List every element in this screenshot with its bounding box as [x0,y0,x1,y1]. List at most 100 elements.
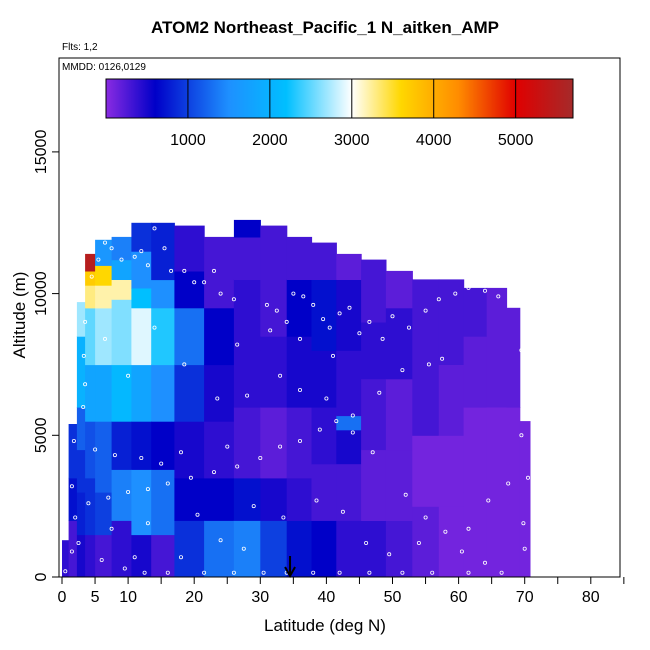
sample-point [106,495,111,500]
sample-point [169,268,174,273]
heatmap-cell [385,449,413,521]
sample-point [63,569,68,574]
sample-point [202,570,207,575]
sample-point [370,450,375,455]
sample-point [297,336,302,341]
heatmap-cell [174,270,205,309]
sample-point [182,362,187,367]
heatmap-cell [438,279,465,365]
heatmap-cell [463,492,488,577]
sample-point [112,453,117,458]
sample-point [152,325,157,330]
sample-point [486,498,491,503]
sample-point [192,280,197,285]
sample-point [126,373,131,378]
heatmap-cell [463,287,488,337]
heatmap-cell [361,520,387,577]
heatmap-cell [204,421,235,479]
sample-point [324,396,329,401]
x-tick-label: 80 [582,589,600,606]
sample-point [311,302,316,307]
sample-point [119,257,124,262]
heatmap-cell [361,259,387,323]
sample-point [400,368,405,373]
heatmap-cell [111,299,132,366]
heatmap-cell [76,492,86,536]
sample-point [81,353,86,358]
x-tick-label: 5 [91,589,100,606]
heatmap-cell [95,421,113,493]
sample-point [466,526,471,531]
sample-point [482,288,487,293]
heatmap-cell [204,307,235,366]
heatmap-cell [233,520,261,577]
heatmap-cell [204,236,235,309]
sample-point [506,481,511,486]
heatmap-cell [131,534,152,577]
chart-title: ATOM2 Northeast_Pacific_1 N_aitken_AMP [151,18,499,37]
colorbar-bar [105,78,574,119]
sample-point [258,455,263,460]
sample-point [178,450,183,455]
sample-point [241,546,246,551]
sample-point [215,396,220,401]
heatmap-cell [151,421,175,470]
heatmap-cell [311,407,337,465]
heatmap-cell [131,222,152,252]
heatmap-cell [412,435,440,507]
sample-point [162,246,167,251]
heatmap-cell [385,307,413,380]
colorbar-tick-label: 2000 [252,132,288,149]
sample-point [281,515,286,520]
heatmap-cell [204,364,235,422]
heatmap-cell [95,307,113,366]
heatmap-cell [361,321,387,380]
heatmap-cell [233,219,261,238]
heatmap-cell [85,534,96,577]
sample-point [430,570,435,575]
y-tick-label: 10000 [33,271,50,316]
heatmap-cell [111,520,132,577]
sample-point [96,257,101,262]
sample-point [443,529,448,534]
sample-point [231,570,236,575]
sample-point [245,393,250,398]
x-tick-label: 70 [516,589,534,606]
sample-point [459,549,464,554]
sample-point [321,317,326,322]
sample-point [466,570,471,575]
heatmap-cell [95,285,113,309]
marker-arrow-head [284,566,296,579]
heatmap-cell [286,477,313,521]
sample-point [71,438,76,443]
sample-point [99,558,104,563]
heatmap-cell [111,259,132,280]
x-tick-label: 50 [384,589,402,606]
heatmap-cell [131,364,152,422]
sample-point [218,291,223,296]
x-axis: 0 5 10 20 30 40 50 60 70 80 [58,577,625,606]
heatmap-cell [68,424,78,479]
heatmap-cell [506,492,521,577]
heatmap-cell [260,407,288,479]
heatmap-cells [62,219,531,577]
heatmap-cell [174,477,205,521]
heatmap-cell [111,364,132,422]
heatmap-cell [336,415,362,431]
heatmap-cell [76,449,86,493]
heatmap-cell [68,520,78,577]
y-tick-label: 0 [33,572,50,581]
sample-point [327,325,332,330]
heatmap-cell [486,287,508,408]
sample-point [297,438,302,443]
heatmap-cell [233,477,261,521]
heatmap-cell [438,435,465,507]
heatmap-cell [311,463,337,521]
heatmap-cell [174,364,205,422]
heatmap-cell [385,270,413,309]
heatmap-cell [174,225,205,272]
heatmap-cell [260,477,288,521]
heatmap-cell [519,492,531,577]
heatmap-cell [151,307,175,366]
sample-point [522,546,527,551]
